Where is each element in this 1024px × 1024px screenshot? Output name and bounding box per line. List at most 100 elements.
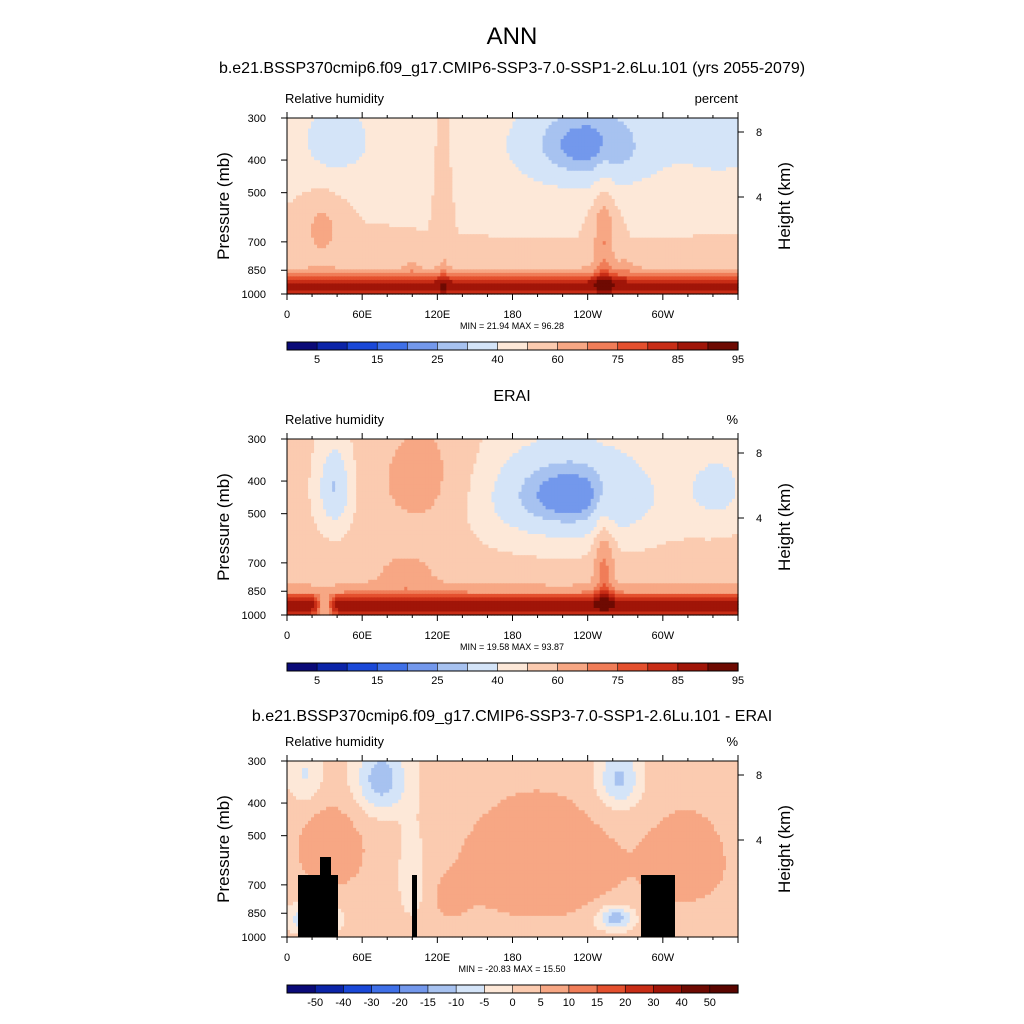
y2-tick-label: 8	[756, 448, 762, 460]
colorbar-swatch	[287, 342, 317, 350]
colorbar-label: 75	[612, 354, 624, 366]
variable-label: Relative humidity	[285, 412, 384, 427]
colorbar-label: -40	[335, 997, 351, 1009]
colorbar-label: -20	[392, 997, 408, 1009]
colorbar-swatch	[513, 985, 541, 993]
y-tick-label: 300	[248, 113, 266, 125]
colorbar-swatch	[372, 985, 400, 993]
y2-tick-label: 4	[756, 192, 762, 204]
colorbar-label: 5	[538, 997, 544, 1009]
colorbar-swatch	[497, 663, 527, 671]
colorbar-label: 10	[563, 997, 575, 1009]
x-tick-label: 120E	[424, 309, 450, 321]
colorbar-label: 60	[551, 675, 563, 687]
colorbar-swatch	[467, 663, 497, 671]
colorbar-label: 95	[732, 354, 744, 366]
colorbar-swatch	[347, 663, 377, 671]
colorbar-swatch	[437, 663, 467, 671]
colorbar-swatch	[588, 342, 618, 350]
y2-axis-title: Height (km)	[775, 162, 794, 250]
y-tick-label: 300	[248, 434, 266, 446]
colorbar-label: 5	[314, 354, 320, 366]
colorbar-swatch	[682, 985, 710, 993]
x-tick-label: 120E	[424, 630, 450, 642]
colorbar-label: 25	[431, 675, 443, 687]
contour-fill	[287, 439, 739, 616]
x-tick-label: 60W	[652, 952, 675, 964]
colorbar-swatch	[678, 663, 708, 671]
colorbar-swatch	[569, 985, 597, 993]
x-tick-label: 120E	[424, 952, 450, 964]
min-max-stats: MIN = 21.94 MAX = 96.28	[460, 321, 564, 331]
x-tick-label: 0	[284, 309, 290, 321]
colorbar-swatch	[588, 663, 618, 671]
colorbar-label: 15	[371, 675, 383, 687]
chart-panel-3: b.e21.BSSP370cmip6.f09_g17.CMIP6-SSP3-7.…	[214, 708, 794, 1009]
x-tick-label: 0	[284, 630, 290, 642]
colorbar-swatch	[400, 985, 428, 993]
colorbar-swatch	[315, 985, 343, 993]
y-tick-label: 700	[248, 237, 266, 249]
colorbar-swatch	[678, 342, 708, 350]
colorbar-label: -50	[307, 997, 323, 1009]
colorbar-label: 75	[612, 675, 624, 687]
y2-axis-title: Height (km)	[775, 483, 794, 571]
colorbar-label: 30	[647, 997, 659, 1009]
chart-panel-1: b.e21.BSSP370cmip6.f09_g17.CMIP6-SSP3-7.…	[214, 60, 805, 366]
colorbar-label: 85	[672, 354, 684, 366]
y-tick-label: 850	[248, 265, 266, 277]
variable-label: Relative humidity	[285, 734, 384, 749]
colorbar: 5 15 25 40 60 75 85 95	[287, 663, 744, 687]
x-tick-label: 180	[503, 309, 521, 321]
y2-tick-label: 8	[756, 127, 762, 139]
colorbar-label: 40	[491, 675, 503, 687]
y-tick-label: 400	[248, 476, 266, 488]
colorbar-swatch	[708, 663, 738, 671]
x-tick-label: 120W	[573, 309, 602, 321]
colorbar-swatch	[317, 342, 347, 350]
colorbar-swatch	[708, 342, 738, 350]
colorbar: 5 15 25 40 60 75 85 95	[287, 342, 744, 366]
colorbar-swatch	[625, 985, 653, 993]
colorbar-swatch	[648, 342, 678, 350]
colorbar-swatch	[287, 985, 315, 993]
colorbar-label: -15	[420, 997, 436, 1009]
colorbar-swatch	[484, 985, 512, 993]
colorbar-label: 5	[314, 675, 320, 687]
colorbar-swatch	[558, 663, 588, 671]
y-tick-label: 700	[248, 558, 266, 570]
y-tick-label: 850	[248, 586, 266, 598]
colorbar-label: -10	[448, 997, 464, 1009]
x-tick-label: 120W	[573, 630, 602, 642]
figure-title: ANN	[487, 23, 538, 50]
y-axis-title: Pressure (mb)	[214, 795, 233, 903]
colorbar: -50 -40 -30 -20 -15 -10 -5 0 5 10 15 20 30 40 50	[287, 985, 738, 1009]
colorbar-swatch	[653, 985, 681, 993]
colorbar-label: -5	[479, 997, 489, 1009]
units-label: %	[726, 734, 738, 749]
colorbar-label: -30	[364, 997, 380, 1009]
y2-axis-title: Height (km)	[775, 805, 794, 893]
colorbar-swatch	[528, 342, 558, 350]
colorbar-swatch	[317, 663, 347, 671]
colorbar-label: 60	[551, 354, 563, 366]
colorbar-swatch	[648, 663, 678, 671]
colorbar-swatch	[343, 985, 371, 993]
y-tick-label: 300	[248, 756, 266, 768]
y-axis-title: Pressure (mb)	[214, 152, 233, 260]
colorbar-label: 50	[704, 997, 716, 1009]
y-tick-label: 400	[248, 798, 266, 810]
y-tick-label: 500	[248, 188, 266, 200]
x-tick-label: 0	[284, 952, 290, 964]
y2-tick-label: 8	[756, 770, 762, 782]
min-max-stats: MIN = 19.58 MAX = 93.87	[460, 642, 564, 652]
colorbar-label: 15	[591, 997, 603, 1009]
colorbar-swatch	[428, 985, 456, 993]
y-tick-label: 1000	[242, 610, 266, 622]
colorbar-swatch	[541, 985, 569, 993]
contour-fill	[287, 118, 739, 295]
y-tick-label: 1000	[242, 932, 266, 944]
colorbar-label: 95	[732, 675, 744, 687]
